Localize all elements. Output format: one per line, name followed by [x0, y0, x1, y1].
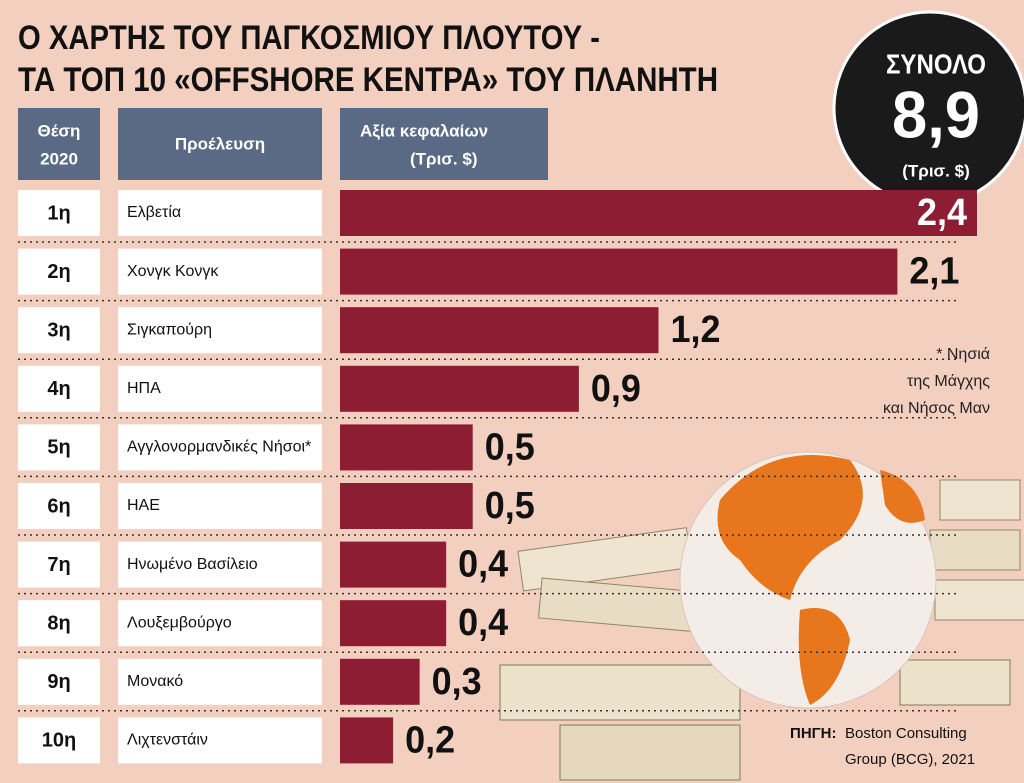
origin: Μονακό: [127, 673, 183, 690]
source-text: Boston Consulting: [845, 725, 967, 742]
origin-cell: [118, 424, 322, 471]
rank: 10η: [42, 730, 76, 752]
origin-cell: [118, 483, 322, 529]
value-label: 1,2: [671, 309, 721, 351]
rank-cell: [18, 717, 100, 764]
origin-cell: [118, 307, 322, 354]
bar: [340, 307, 659, 354]
origin: Ελβετία: [127, 204, 181, 221]
rank: 5η: [47, 437, 70, 459]
origin: ΗΑΕ: [127, 497, 160, 514]
value-label: 0,3: [432, 661, 482, 703]
source-text: Group (BCG), 2021: [845, 751, 975, 768]
rank: 1η: [47, 202, 70, 224]
rank: 2η: [47, 261, 70, 283]
origin: Λιχτενστάιν: [127, 732, 208, 749]
origin-cell: [118, 365, 322, 412]
origin: Ηνωμένο Βασίλειο: [127, 556, 258, 573]
title-line: Ο ΧΑΡΤΗΣ ΤΟΥ ΠΑΓΚΟΣΜΙΟΥ ΠΛΟΥΤΟΥ -: [18, 19, 600, 57]
footnote: και Νήσος Μαν: [883, 400, 990, 417]
rank-cell: [18, 248, 100, 295]
value-label: 0,4: [458, 544, 508, 586]
origin: Λουξεμβούργο: [127, 614, 232, 631]
rank-cell: [18, 424, 100, 471]
bar: [340, 190, 977, 236]
bar: [340, 424, 473, 471]
rank-cell: [18, 658, 100, 705]
origin-cell: [118, 717, 322, 764]
value-label: 0,5: [485, 485, 535, 527]
rank-cell: [18, 190, 100, 236]
rank: 4η: [47, 378, 70, 400]
footnote: της Μάγχης: [907, 373, 990, 390]
rank: 6η: [47, 495, 70, 517]
bar: [340, 248, 898, 295]
header-text: 2020: [40, 149, 78, 168]
header-text: (Τρισ. $): [410, 149, 477, 168]
bar: [340, 365, 579, 412]
header-cell: [340, 108, 548, 180]
header-text: Προέλευση: [175, 134, 265, 153]
rank: 3η: [47, 319, 70, 341]
rank: 9η: [47, 671, 70, 693]
total-unit: (Τρισ. $): [902, 161, 969, 180]
origin-cell: [118, 600, 322, 647]
origin-cell: [118, 248, 322, 295]
origin-cell: [118, 541, 322, 588]
value-label: 0,5: [485, 426, 535, 468]
total-heading: ΣΥΝΟΛΟ: [886, 48, 986, 79]
value-label: 0,4: [458, 602, 508, 644]
value-label: 2,4: [917, 192, 967, 234]
origin: Αγγλονορμανδικές Νήσοι*: [127, 439, 311, 456]
source-label: ΠΗΓΗ:: [790, 725, 837, 742]
origin: ΗΠΑ: [127, 380, 161, 397]
header-cell: [18, 108, 100, 180]
bar: [340, 600, 447, 647]
bar: [340, 483, 473, 529]
rank-cell: [18, 600, 100, 647]
rank-cell: [18, 483, 100, 529]
rank-cell: [18, 541, 100, 588]
header-text: Αξία κεφαλαίων: [360, 121, 488, 140]
rank: 7η: [47, 554, 70, 576]
total-value: 8,9: [892, 77, 980, 151]
origin: Σιγκαπούρη: [127, 321, 212, 338]
rank-cell: [18, 307, 100, 354]
bar: [340, 541, 447, 588]
header-cell: [118, 108, 322, 180]
bar: [340, 717, 394, 764]
value-label: 0,2: [405, 719, 455, 761]
value-label: 0,9: [591, 368, 641, 410]
title-line: ΤΑ ΤΟΠ 10 «OFFSHORE ΚΕΝΤΡΑ» ΤΟΥ ΠΛΑΝΗΤΗ: [18, 61, 718, 99]
bar: [340, 658, 420, 705]
header-text: Θέση: [38, 121, 81, 140]
origin: Χονγκ Κονγκ: [127, 263, 219, 280]
decoration: [499, 451, 1024, 781]
rank-cell: [18, 365, 100, 412]
value-label: 2,1: [909, 251, 959, 293]
origin-cell: [118, 190, 322, 236]
rank: 8η: [47, 612, 70, 634]
footnote: * Νησιά: [936, 346, 990, 363]
origin-cell: [118, 658, 322, 705]
